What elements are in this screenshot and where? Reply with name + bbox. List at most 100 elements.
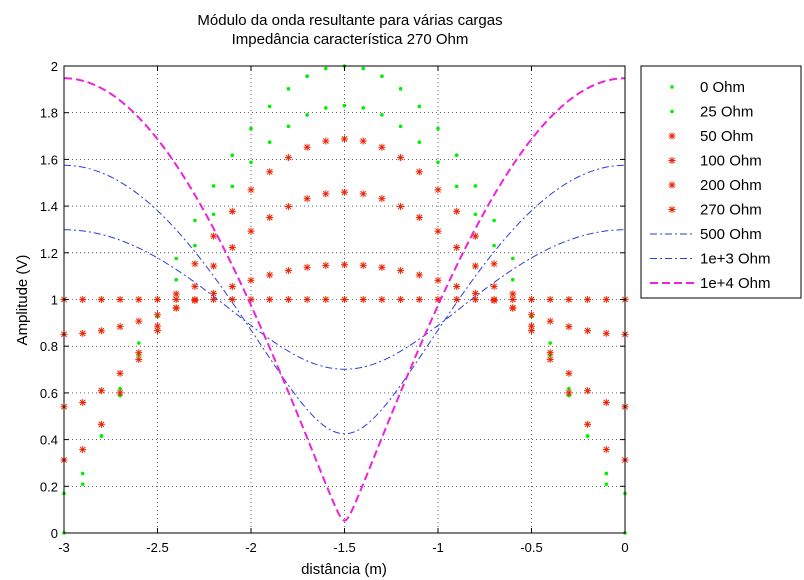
data-point <box>604 471 609 476</box>
legend-symbol <box>668 181 676 189</box>
data-point <box>397 267 405 275</box>
data-point <box>417 104 422 109</box>
data-point <box>303 195 311 203</box>
data-point <box>266 271 274 279</box>
data-point <box>230 184 235 189</box>
y-tick-label: 1 <box>51 293 58 308</box>
y-tick-label: 2 <box>51 59 58 74</box>
data-point <box>565 296 573 303</box>
data-point <box>528 327 535 335</box>
data-point <box>79 296 87 303</box>
data-point <box>193 243 197 248</box>
x-tick-label: -1 <box>432 540 444 555</box>
data-point <box>97 420 105 428</box>
data-point <box>174 256 178 261</box>
y-tick-label: 1.2 <box>40 246 58 261</box>
data-point <box>191 282 199 290</box>
data-point <box>97 387 105 395</box>
data-point <box>211 212 216 217</box>
data-point <box>378 296 386 303</box>
data-point <box>584 420 592 428</box>
data-point <box>303 263 311 271</box>
data-point <box>266 168 274 176</box>
data-point <box>417 140 422 144</box>
legend-marker <box>670 109 674 114</box>
data-point <box>341 135 348 143</box>
data-point <box>602 329 610 337</box>
data-point <box>509 304 517 312</box>
data-point <box>284 267 292 275</box>
chart-title-line-2: Impedância característica 270 Ohm <box>232 31 469 48</box>
legend-label: 0 Ohm <box>700 79 745 96</box>
x-tick-label: 0 <box>621 540 628 555</box>
x-axis-ticks: -3 -2.5 -2 -1.5 -1 -0.5 0 <box>58 66 629 555</box>
data-point <box>397 296 405 303</box>
data-point <box>471 232 479 240</box>
data-point <box>266 296 274 303</box>
legend-label: 50 Ohm <box>700 128 753 145</box>
data-point <box>359 190 367 198</box>
data-point <box>604 482 609 486</box>
legend-label: 100 Ohm <box>700 153 762 170</box>
x-tick-label: -1.5 <box>333 540 355 555</box>
data-point <box>398 124 403 129</box>
data-point <box>137 341 141 345</box>
data-point <box>584 327 592 335</box>
data-point <box>228 243 236 251</box>
data-point <box>361 106 366 110</box>
data-point <box>211 184 216 188</box>
series-line <box>63 164 626 435</box>
data-point <box>154 322 161 330</box>
data-point <box>135 349 143 357</box>
x-axis-label: distância (m) <box>301 561 387 578</box>
data-point <box>490 296 498 303</box>
data-point <box>473 212 478 217</box>
data-point <box>602 296 610 303</box>
data-point <box>267 104 272 109</box>
legend-box <box>640 65 802 299</box>
data-point <box>341 296 348 303</box>
data-point <box>398 87 403 91</box>
data-point <box>434 186 442 194</box>
y-tick-label: 0.8 <box>40 339 58 354</box>
data-point <box>509 290 517 298</box>
legend-label: 200 Ohm <box>700 177 762 194</box>
data-point <box>546 355 554 363</box>
data-point <box>210 289 218 297</box>
data-point <box>210 232 218 240</box>
data-point <box>191 260 199 268</box>
legend-label: 25 Ohm <box>700 104 753 121</box>
data-point <box>172 304 180 312</box>
data-point <box>247 227 255 235</box>
data-point <box>210 262 218 270</box>
data-point <box>471 262 479 270</box>
data-point <box>135 355 143 363</box>
legend-marker <box>668 132 676 140</box>
legend-symbol <box>670 109 674 114</box>
data-point <box>378 143 386 151</box>
series-layer <box>60 64 629 535</box>
data-point <box>546 317 554 325</box>
data-point <box>471 289 479 297</box>
data-point <box>286 124 291 129</box>
data-point <box>511 256 515 261</box>
data-point <box>509 296 517 303</box>
series-1e-4-ohm <box>63 77 626 522</box>
legend-symbol <box>670 85 674 89</box>
data-point <box>602 446 610 454</box>
data-point <box>228 207 236 215</box>
data-point <box>116 389 124 397</box>
legend-marker <box>668 206 676 213</box>
data-point <box>380 74 384 79</box>
y-tick-label: 0.2 <box>40 479 58 494</box>
series-50-ohm <box>60 135 629 464</box>
data-point <box>434 227 442 235</box>
data-point <box>116 323 124 331</box>
legend-label: 1e+3 Ohm <box>700 251 770 268</box>
data-point <box>303 296 311 303</box>
data-point <box>97 296 105 303</box>
data-point <box>135 317 143 325</box>
data-point <box>80 482 85 486</box>
data-point <box>247 186 255 194</box>
x-tick-label: -2 <box>245 540 257 555</box>
